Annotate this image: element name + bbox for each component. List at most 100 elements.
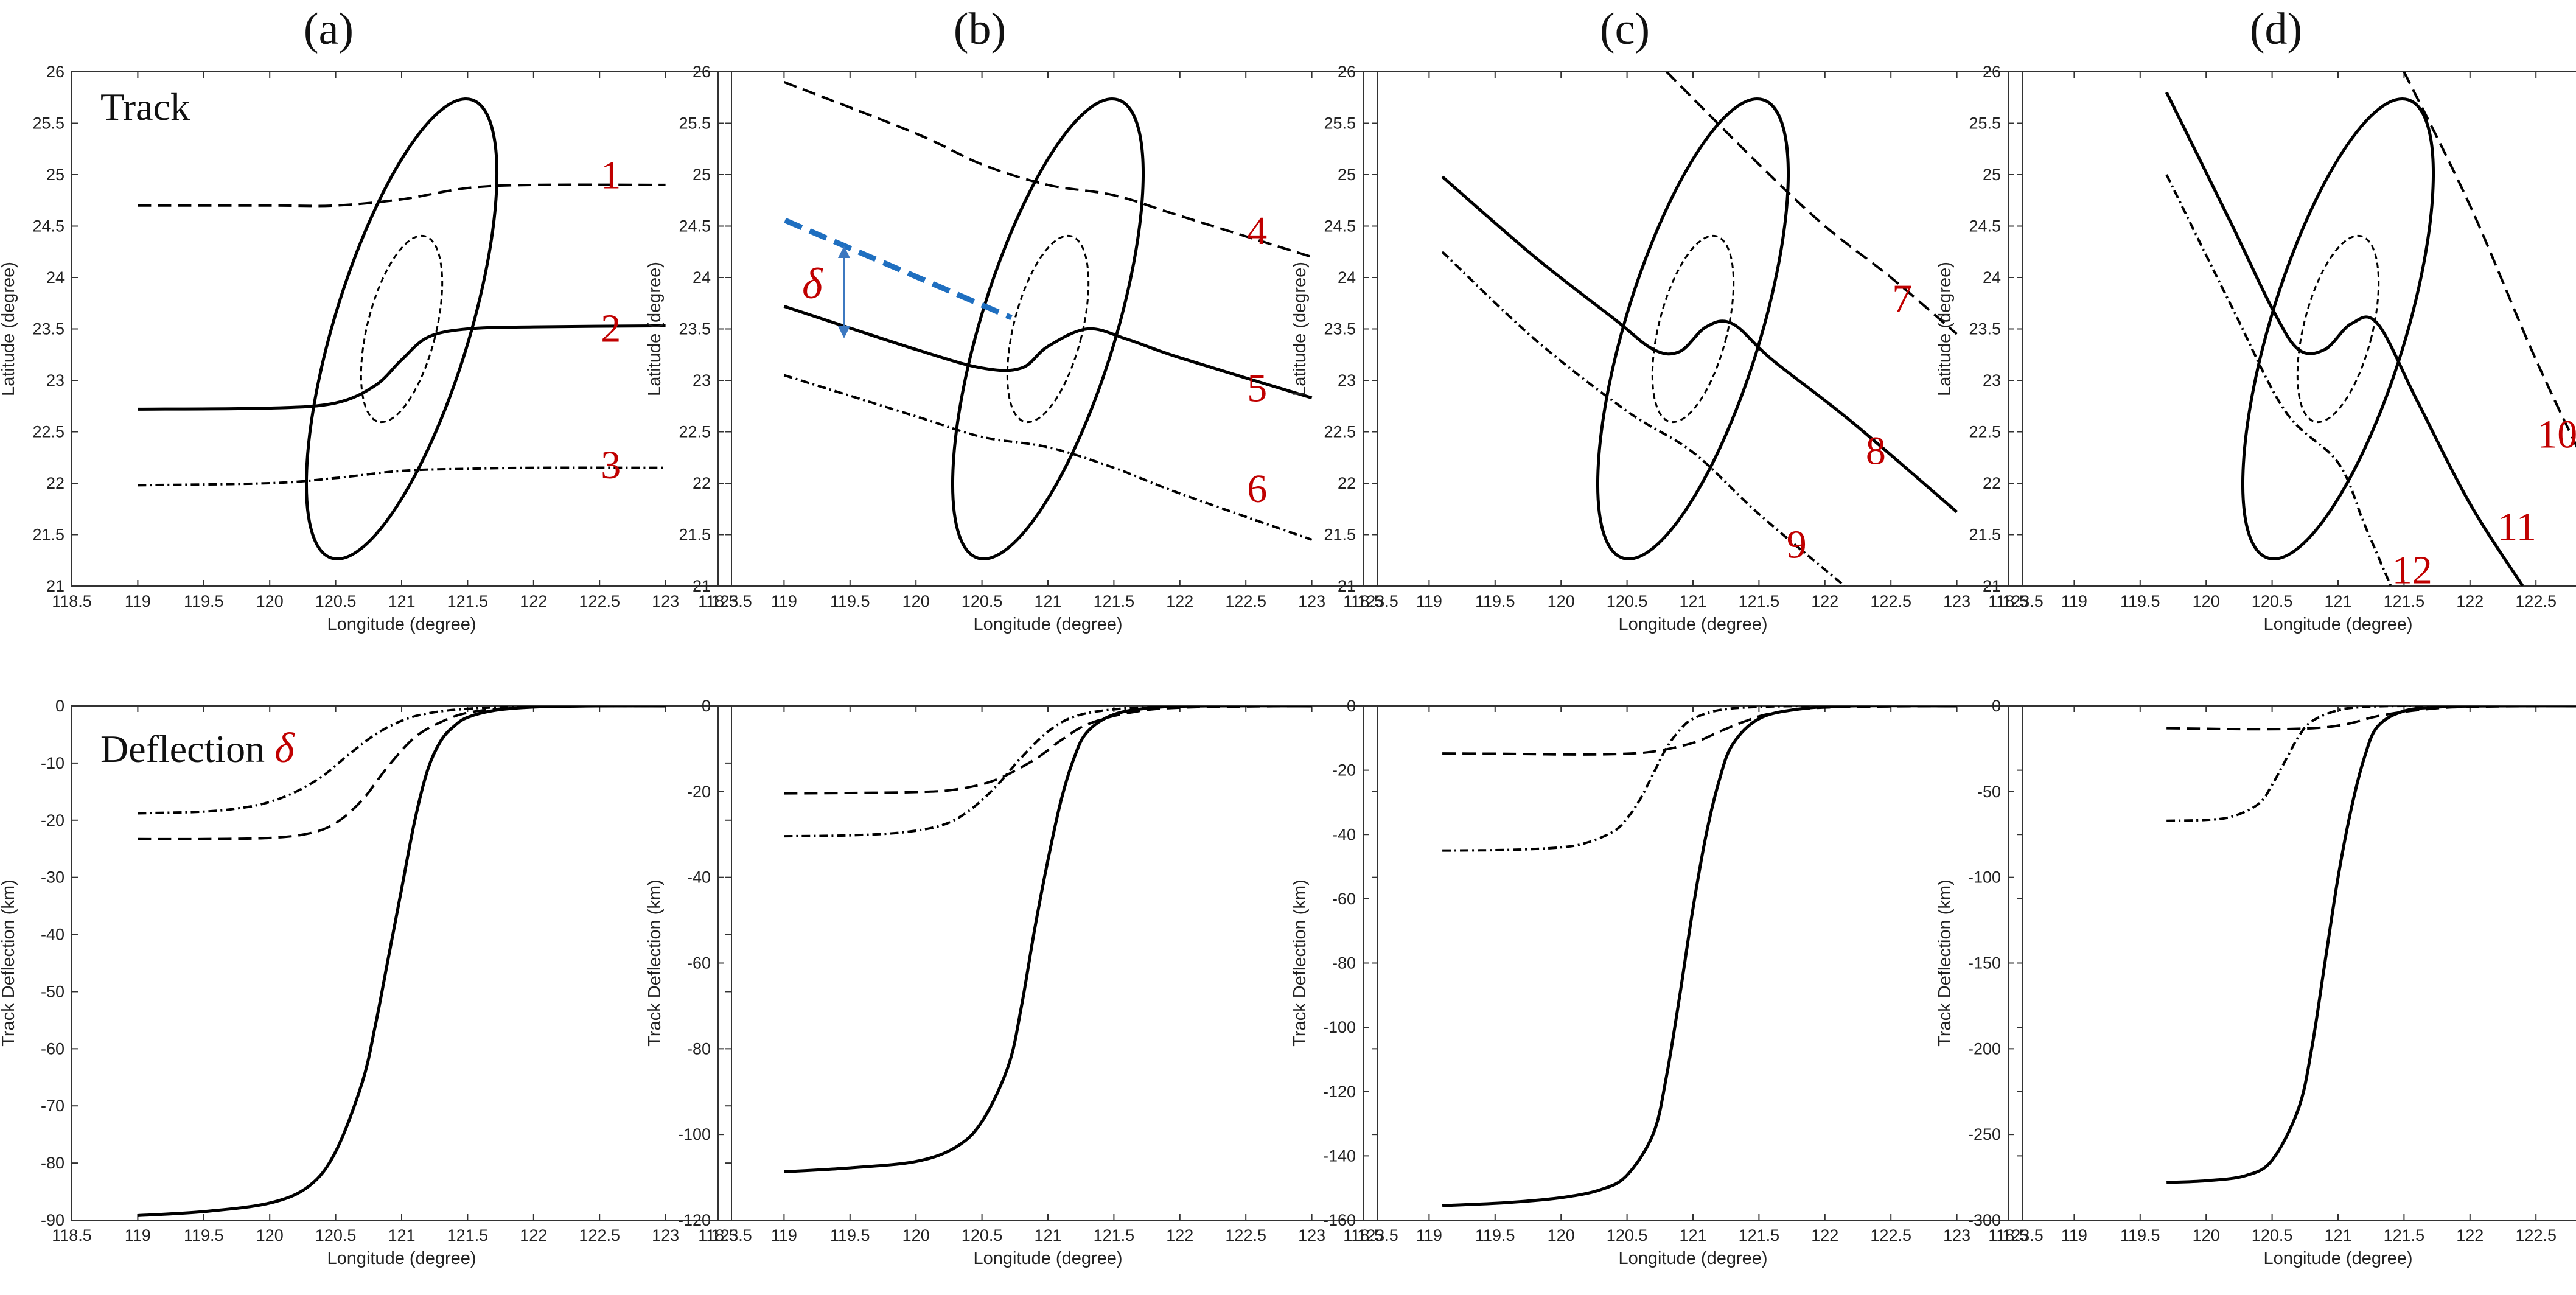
x-tick-label: 119.5 [2120,592,2160,610]
x-tick-label: 122 [1811,592,1838,610]
series-line-7 [1666,72,1958,335]
x-axis-label: Longitude (degree) [2263,1249,2412,1268]
track-number-1: 1 [601,153,621,198]
x-tick-label: 121 [1034,592,1061,610]
series-line-dashed [784,706,1312,795]
y-tick-label: 21 [693,577,711,595]
y-tick-label: -120 [1323,1083,1356,1101]
y-tick-label: 22 [693,474,711,492]
y-tick-label: -70 [41,1097,65,1115]
y-tick-label: 25.5 [1324,114,1356,133]
y-tick-label: -100 [678,1125,711,1143]
series-line-9 [1441,251,1846,586]
series-line-11 [2165,91,2524,586]
y-tick-label: -60 [1332,890,1356,908]
deflection-plot-b: 118.5 119 119.5 120 120.5 121 121.5 122 122.5 123… [645,697,1398,1268]
y-axis-label: Latitude (degree) [0,262,18,396]
series-line-dashdot [138,706,666,815]
x-tick-label: 119 [771,1226,797,1244]
y-tick-label: -50 [1977,783,2001,801]
x-tick-label: 120.5 [2252,1226,2293,1244]
y-tick-label: -200 [1968,1039,2001,1058]
y-tick-label: 25 [693,166,711,184]
y-tick-label: -250 [1968,1125,2001,1143]
delta-arrow-head-top [838,246,850,258]
y-axis-label: Track Deflection (km) [1290,879,1310,1046]
x-tick-label: 121 [2324,1226,2351,1244]
x-tick-label: 123 [652,1226,679,1244]
y-tick-label: 22 [1338,474,1356,492]
x-tick-label: 121.5 [447,1226,489,1244]
x-tick-label: 122.5 [2515,1226,2557,1244]
x-tick-label: 123.5 [2002,592,2044,610]
y-tick-label: 23.5 [1969,320,2001,338]
x-tick-label: 121.5 [1094,1226,1135,1244]
track-number-6: 6 [1247,467,1267,511]
panel-label-b: (b) [954,4,1006,54]
track-plot-c: 118.5 119 119.5 120 120.5 121 121.5 122 122.5 123… [1290,63,2044,634]
y-tick-label: 22 [46,474,65,492]
x-tick-label: 121.5 [1739,592,1780,610]
series-line-5 [783,304,1313,400]
x-tick-label: 121.5 [1094,592,1135,610]
x-tick-label: 122 [2456,1226,2484,1244]
track-number-10: 10 [2537,413,2576,457]
y-tick-label: 23 [693,371,711,389]
series-line-8 [1441,175,1958,514]
axes-frame [2008,705,2576,1221]
y-tick-label: 23.5 [32,320,65,338]
series-line-solid [784,706,1312,1173]
x-axis-label: Longitude (degree) [327,1249,476,1268]
x-tick-label: 120 [256,592,284,610]
delta-symbol: δ [802,259,823,308]
x-tick-label: 118.5 [52,1226,92,1244]
x-tick-label: 120.5 [962,592,1003,610]
y-tick-label: -40 [687,868,711,887]
panel-label-d: (d) [2250,4,2302,54]
y-tick-label: 26 [46,63,65,81]
track-plot-d: 118.5119119.5120120.5121121.5122122.5123… [1935,63,2576,634]
axes-frame [71,705,732,1221]
y-tick-label: 22 [1983,474,2001,492]
x-tick-label: 122.5 [1225,592,1266,610]
y-tick-label: -120 [678,1211,711,1229]
series-line-dashed [1442,706,1957,756]
y-tick-label: -160 [1323,1211,1356,1229]
y-tick-label: -40 [1332,825,1356,843]
x-tick-label: 120 [902,592,930,610]
x-tick-label: 122.5 [2515,592,2557,610]
x-tick-label: 121 [388,1226,415,1244]
axes-frame [71,71,732,587]
x-tick-label: 120.5 [1607,1226,1648,1244]
x-tick-label: 121.5 [2384,592,2425,610]
x-tick-label: 120.5 [1607,592,1648,610]
x-tick-label: 119.5 [1475,592,1515,610]
y-tick-label: 25.5 [679,114,711,133]
x-tick-label: 118.5 [52,592,92,610]
x-tick-label: 119 [1416,1226,1442,1244]
y-tick-label: -90 [41,1211,65,1229]
y-tick-label: 23.5 [679,320,711,338]
series-line-dashed [2166,706,2576,731]
x-tick-label: 120.5 [962,1226,1003,1244]
x-tick-label: 123 [1298,1226,1325,1244]
y-tick-label: 25.5 [1969,114,2001,133]
x-tick-label: 118.5 [1988,1226,2028,1244]
deflection-plot-c: 118.5 119 119.5 120 120.5 121 121.5 122 122.5 123… [1290,697,2044,1268]
axes-frame [2008,71,2576,587]
y-axis-label: Latitude (degree) [645,262,665,396]
deflection-plot-d: 118.5 119 119.5 120 120.5 121 121.5 122 122.5 123… [1935,697,2576,1268]
y-tick-label: -80 [41,1154,65,1172]
y-tick-label: 23 [1983,371,2001,389]
y-tick-label: 21 [1338,577,1356,595]
track-number-12: 12 [2392,548,2432,593]
y-tick-label: 24 [46,268,65,287]
x-tick-label: 119 [2061,592,2087,610]
y-tick-label: 0 [702,697,711,715]
y-tick-label: -150 [1968,954,2001,972]
y-tick-label: 21 [46,577,65,595]
track-title: Track [100,85,190,128]
x-tick-label: 119.5 [830,1226,870,1244]
y-tick-label: 21.5 [32,526,65,544]
